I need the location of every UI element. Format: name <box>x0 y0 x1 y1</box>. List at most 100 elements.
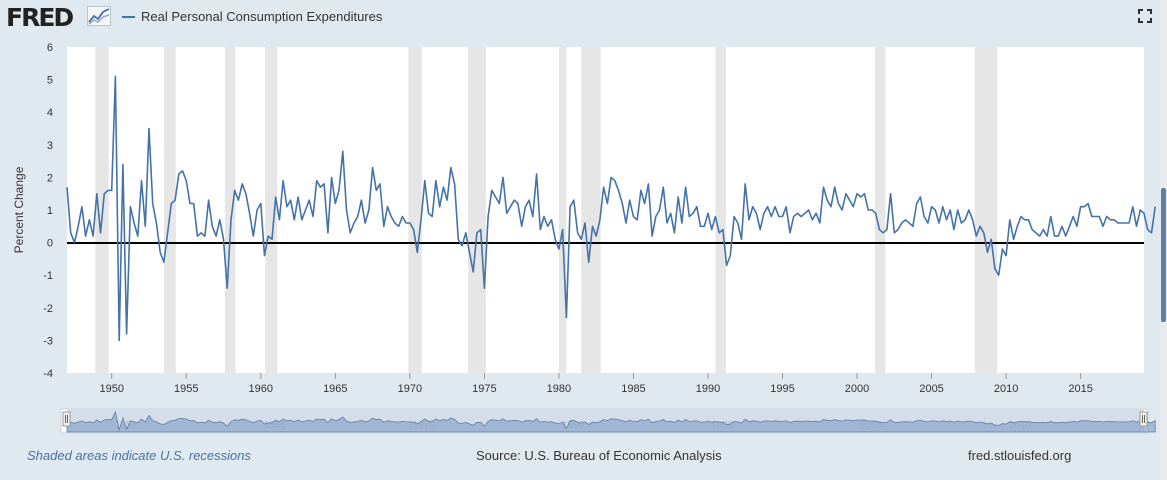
legend-label: Real Personal Consumption Expenditures <box>141 9 383 24</box>
data-point <box>830 205 833 208</box>
data-point <box>133 222 136 225</box>
recession-band-3 <box>265 47 278 373</box>
data-point <box>714 215 717 218</box>
data-point <box>244 192 247 195</box>
data-point <box>338 189 341 192</box>
data-point <box>196 235 199 238</box>
data-point <box>979 225 982 228</box>
fred-url-link[interactable]: fred.stlouisfed.org <box>968 448 1072 463</box>
y-tick-label: -4 <box>43 368 53 380</box>
data-point <box>263 254 266 257</box>
data-point <box>703 225 706 228</box>
navigator[interactable]: 1950196019701980199020002010 <box>60 408 1156 434</box>
data-point <box>1116 222 1119 225</box>
data-point <box>602 186 605 189</box>
data-point <box>554 238 557 241</box>
data-point <box>449 166 452 169</box>
source-text: Source: U.S. Bureau of Economic Analysis <box>476 448 722 463</box>
recession-band-5 <box>467 47 486 373</box>
data-point <box>803 212 806 215</box>
data-point <box>926 222 929 225</box>
data-point <box>874 212 877 215</box>
data-point <box>360 199 363 202</box>
data-point <box>166 231 169 234</box>
fred-logo[interactable]: FRED <box>6 3 74 32</box>
x-tick-label: 1965 <box>323 383 347 395</box>
recession-note-link[interactable]: Shaded areas indicate U.S. recessions <box>27 448 252 463</box>
navigator-handle-right[interactable] <box>1139 411 1148 427</box>
data-point <box>915 202 918 205</box>
data-point <box>878 228 881 231</box>
data-point <box>789 231 792 234</box>
data-point <box>1053 235 1056 238</box>
data-point <box>1094 215 1097 218</box>
data-point <box>274 196 277 199</box>
data-point <box>882 231 885 234</box>
data-point <box>796 212 799 215</box>
data-point <box>1139 209 1142 212</box>
data-point <box>475 231 478 234</box>
data-point <box>639 189 642 192</box>
data-point <box>509 205 512 208</box>
y-tick-label: -3 <box>43 335 53 347</box>
data-point <box>1042 228 1045 231</box>
data-point <box>349 231 352 234</box>
data-point <box>453 182 456 185</box>
data-point <box>550 218 553 221</box>
data-point <box>625 222 628 225</box>
data-point <box>1023 218 1026 221</box>
data-point <box>561 228 564 231</box>
data-point <box>315 179 318 182</box>
data-point <box>580 238 583 241</box>
x-axis-ticks: 1950 1955 1960 1965 1970 1975 1980 1985 1990 1995… <box>99 373 1093 395</box>
data-point <box>598 218 601 221</box>
data-point <box>1001 248 1004 251</box>
data-point <box>647 182 650 185</box>
data-point <box>1064 235 1067 238</box>
data-point <box>271 238 274 241</box>
navigator-handle-left[interactable] <box>62 411 71 427</box>
data-point <box>248 212 251 215</box>
data-point <box>259 202 262 205</box>
data-point <box>613 179 616 182</box>
data-point <box>1090 215 1093 218</box>
data-point <box>412 228 415 231</box>
data-point <box>364 222 367 225</box>
data-point <box>748 218 751 221</box>
recession-band-10 <box>974 47 998 373</box>
x-tick-label: 1980 <box>547 383 571 395</box>
data-point <box>680 222 683 225</box>
data-point <box>159 251 162 254</box>
data-point <box>434 179 437 182</box>
data-point <box>1034 231 1037 234</box>
data-point <box>84 235 87 238</box>
fullscreen-icon[interactable] <box>1138 9 1152 23</box>
data-point <box>971 218 974 221</box>
data-point <box>818 222 821 225</box>
data-point <box>416 251 419 254</box>
data-point <box>92 235 95 238</box>
data-point <box>807 209 810 212</box>
data-point <box>945 218 948 221</box>
x-tick-label: 1990 <box>696 383 720 395</box>
data-point <box>252 235 255 238</box>
y-tick-label: 1 <box>47 205 53 217</box>
recession-band-7 <box>581 47 601 373</box>
data-point <box>941 205 944 208</box>
x-tick-label: 2000 <box>845 383 869 395</box>
data-point <box>800 215 803 218</box>
data-point <box>528 199 531 202</box>
data-point <box>1031 228 1034 231</box>
data-point <box>852 205 855 208</box>
navigator-label: 1950 <box>115 420 138 431</box>
data-point <box>688 215 691 218</box>
page-scrollbar-thumb[interactable] <box>1161 188 1166 322</box>
data-point <box>967 209 970 212</box>
data-point <box>1087 202 1090 205</box>
data-point <box>1128 222 1131 225</box>
data-point <box>725 264 728 267</box>
x-tick-label: 2005 <box>919 383 943 395</box>
data-point <box>1072 215 1075 218</box>
plot-background <box>67 47 1144 373</box>
data-point <box>1154 205 1157 208</box>
